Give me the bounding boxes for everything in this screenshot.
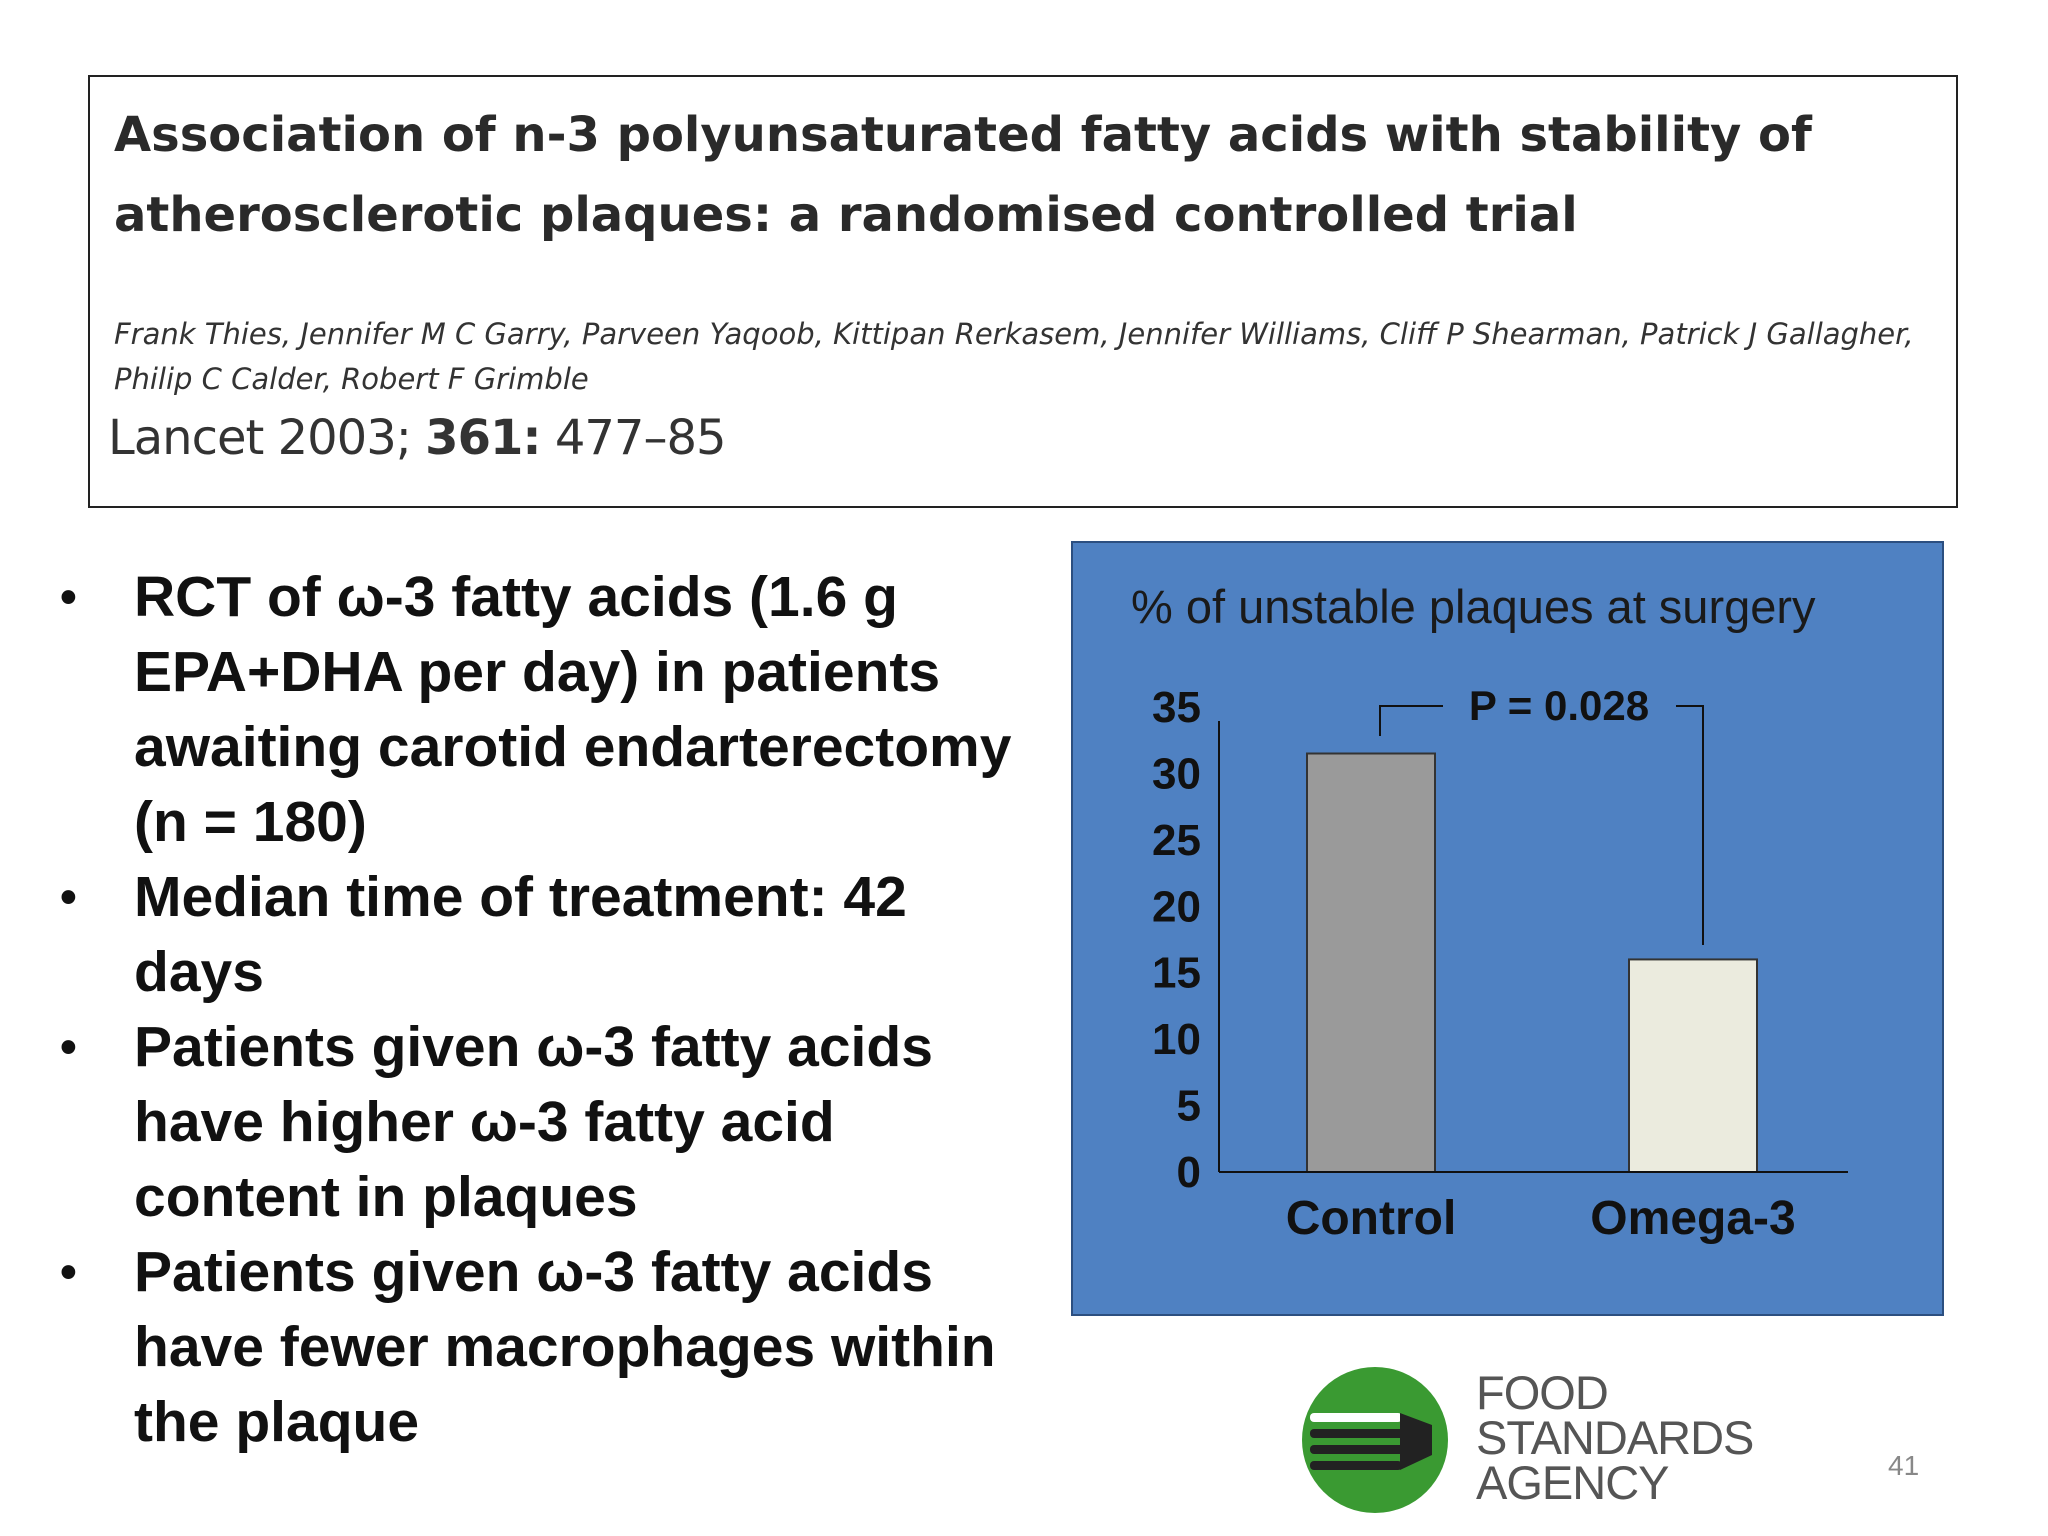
bullet-text: Patients given ω-3 fatty acids have fewe… [134, 1240, 996, 1454]
y-tick-label: 5 [1177, 1082, 1201, 1131]
bullet-symbol: • [60, 1021, 77, 1074]
fork-globe-icon [1302, 1367, 1448, 1513]
bullet-item: • RCT of ω-3 fatty acids (1.6 g EPA+DHA p… [60, 560, 1040, 860]
y-tick-label: 25 [1152, 816, 1201, 865]
slide-number: 41 [1888, 1450, 1920, 1481]
x-tick-label: Omega-3 [1590, 1192, 1795, 1245]
y-tick-label: 20 [1152, 882, 1201, 931]
bullet-text: Patients given ω-3 fatty acids have high… [134, 1015, 933, 1229]
bullet-list: • RCT of ω-3 fatty acids (1.6 g EPA+DHA p… [60, 560, 1040, 1460]
bullet-symbol: • [60, 871, 77, 924]
bar-omega-3 [1628, 958, 1758, 1173]
y-axis-ticks: 0 5 10 15 20 25 30 35 [1152, 683, 1201, 1197]
bar-control [1306, 752, 1436, 1173]
chart-title: % of unstable plaques at surgery [1131, 580, 1816, 633]
chart-panel: % of unstable plaques at surgery 0 5 10 15 2… [1071, 541, 1944, 1316]
journal-name: Lancet 2003; [108, 410, 412, 466]
paper-title: Association of n-3 polyunsaturated fatty… [114, 107, 1812, 243]
y-tick-label: 0 [1177, 1148, 1201, 1197]
bullet-item: • Patients given ω-3 fatty acids have hig… [60, 1010, 1040, 1235]
citation-box: Association of n-3 polyunsaturated fatty… [88, 75, 1958, 508]
bullet-text: Median time of treatment: 42 days [134, 865, 907, 1004]
y-tick-label: 35 [1152, 683, 1201, 732]
logo-text: FOOD STANDARDS AGENCY [1476, 1366, 1754, 1509]
x-axis-labels: Control Omega-3 [1286, 1192, 1796, 1245]
journal-pages: 477–85 [554, 410, 727, 466]
logo-line-standards: STANDARDS [1476, 1411, 1754, 1464]
bullet-symbol: • [60, 1246, 77, 1299]
journal-reference: Lancet 2003; 361: 477–85 [108, 410, 727, 466]
y-tick-label: 30 [1152, 749, 1201, 798]
axes [1218, 721, 1848, 1173]
journal-volume: 361: [425, 410, 541, 466]
significance-annotation: P = 0.028 [1379, 682, 1704, 945]
bar-chart: % of unstable plaques at surgery 0 5 10 15 2… [1131, 580, 1848, 1245]
logo-line-food: FOOD [1476, 1366, 1609, 1419]
logo-line-agency: AGENCY [1476, 1456, 1670, 1509]
food-standards-agency-logo: FOOD STANDARDS AGENCY [1300, 1360, 1820, 1520]
p-value-label: P = 0.028 [1469, 682, 1649, 729]
bullet-item: • Median time of treatment: 42 days [60, 860, 1040, 1010]
bullet-text: RCT of ω-3 fatty acids (1.6 g EPA+DHA pe… [134, 565, 1012, 854]
y-tick-label: 10 [1152, 1015, 1201, 1064]
x-tick-label: Control [1286, 1192, 1457, 1245]
paper-authors: Frank Thies, Jennifer M C Garry, Parveen… [114, 317, 1914, 396]
bullet-item: • Patients given ω-3 fatty acids have few… [60, 1235, 1040, 1460]
significance-bracket [1379, 705, 1704, 945]
bars [1306, 752, 1758, 1173]
y-tick-label: 15 [1152, 949, 1201, 998]
bullet-symbol: • [60, 571, 77, 624]
